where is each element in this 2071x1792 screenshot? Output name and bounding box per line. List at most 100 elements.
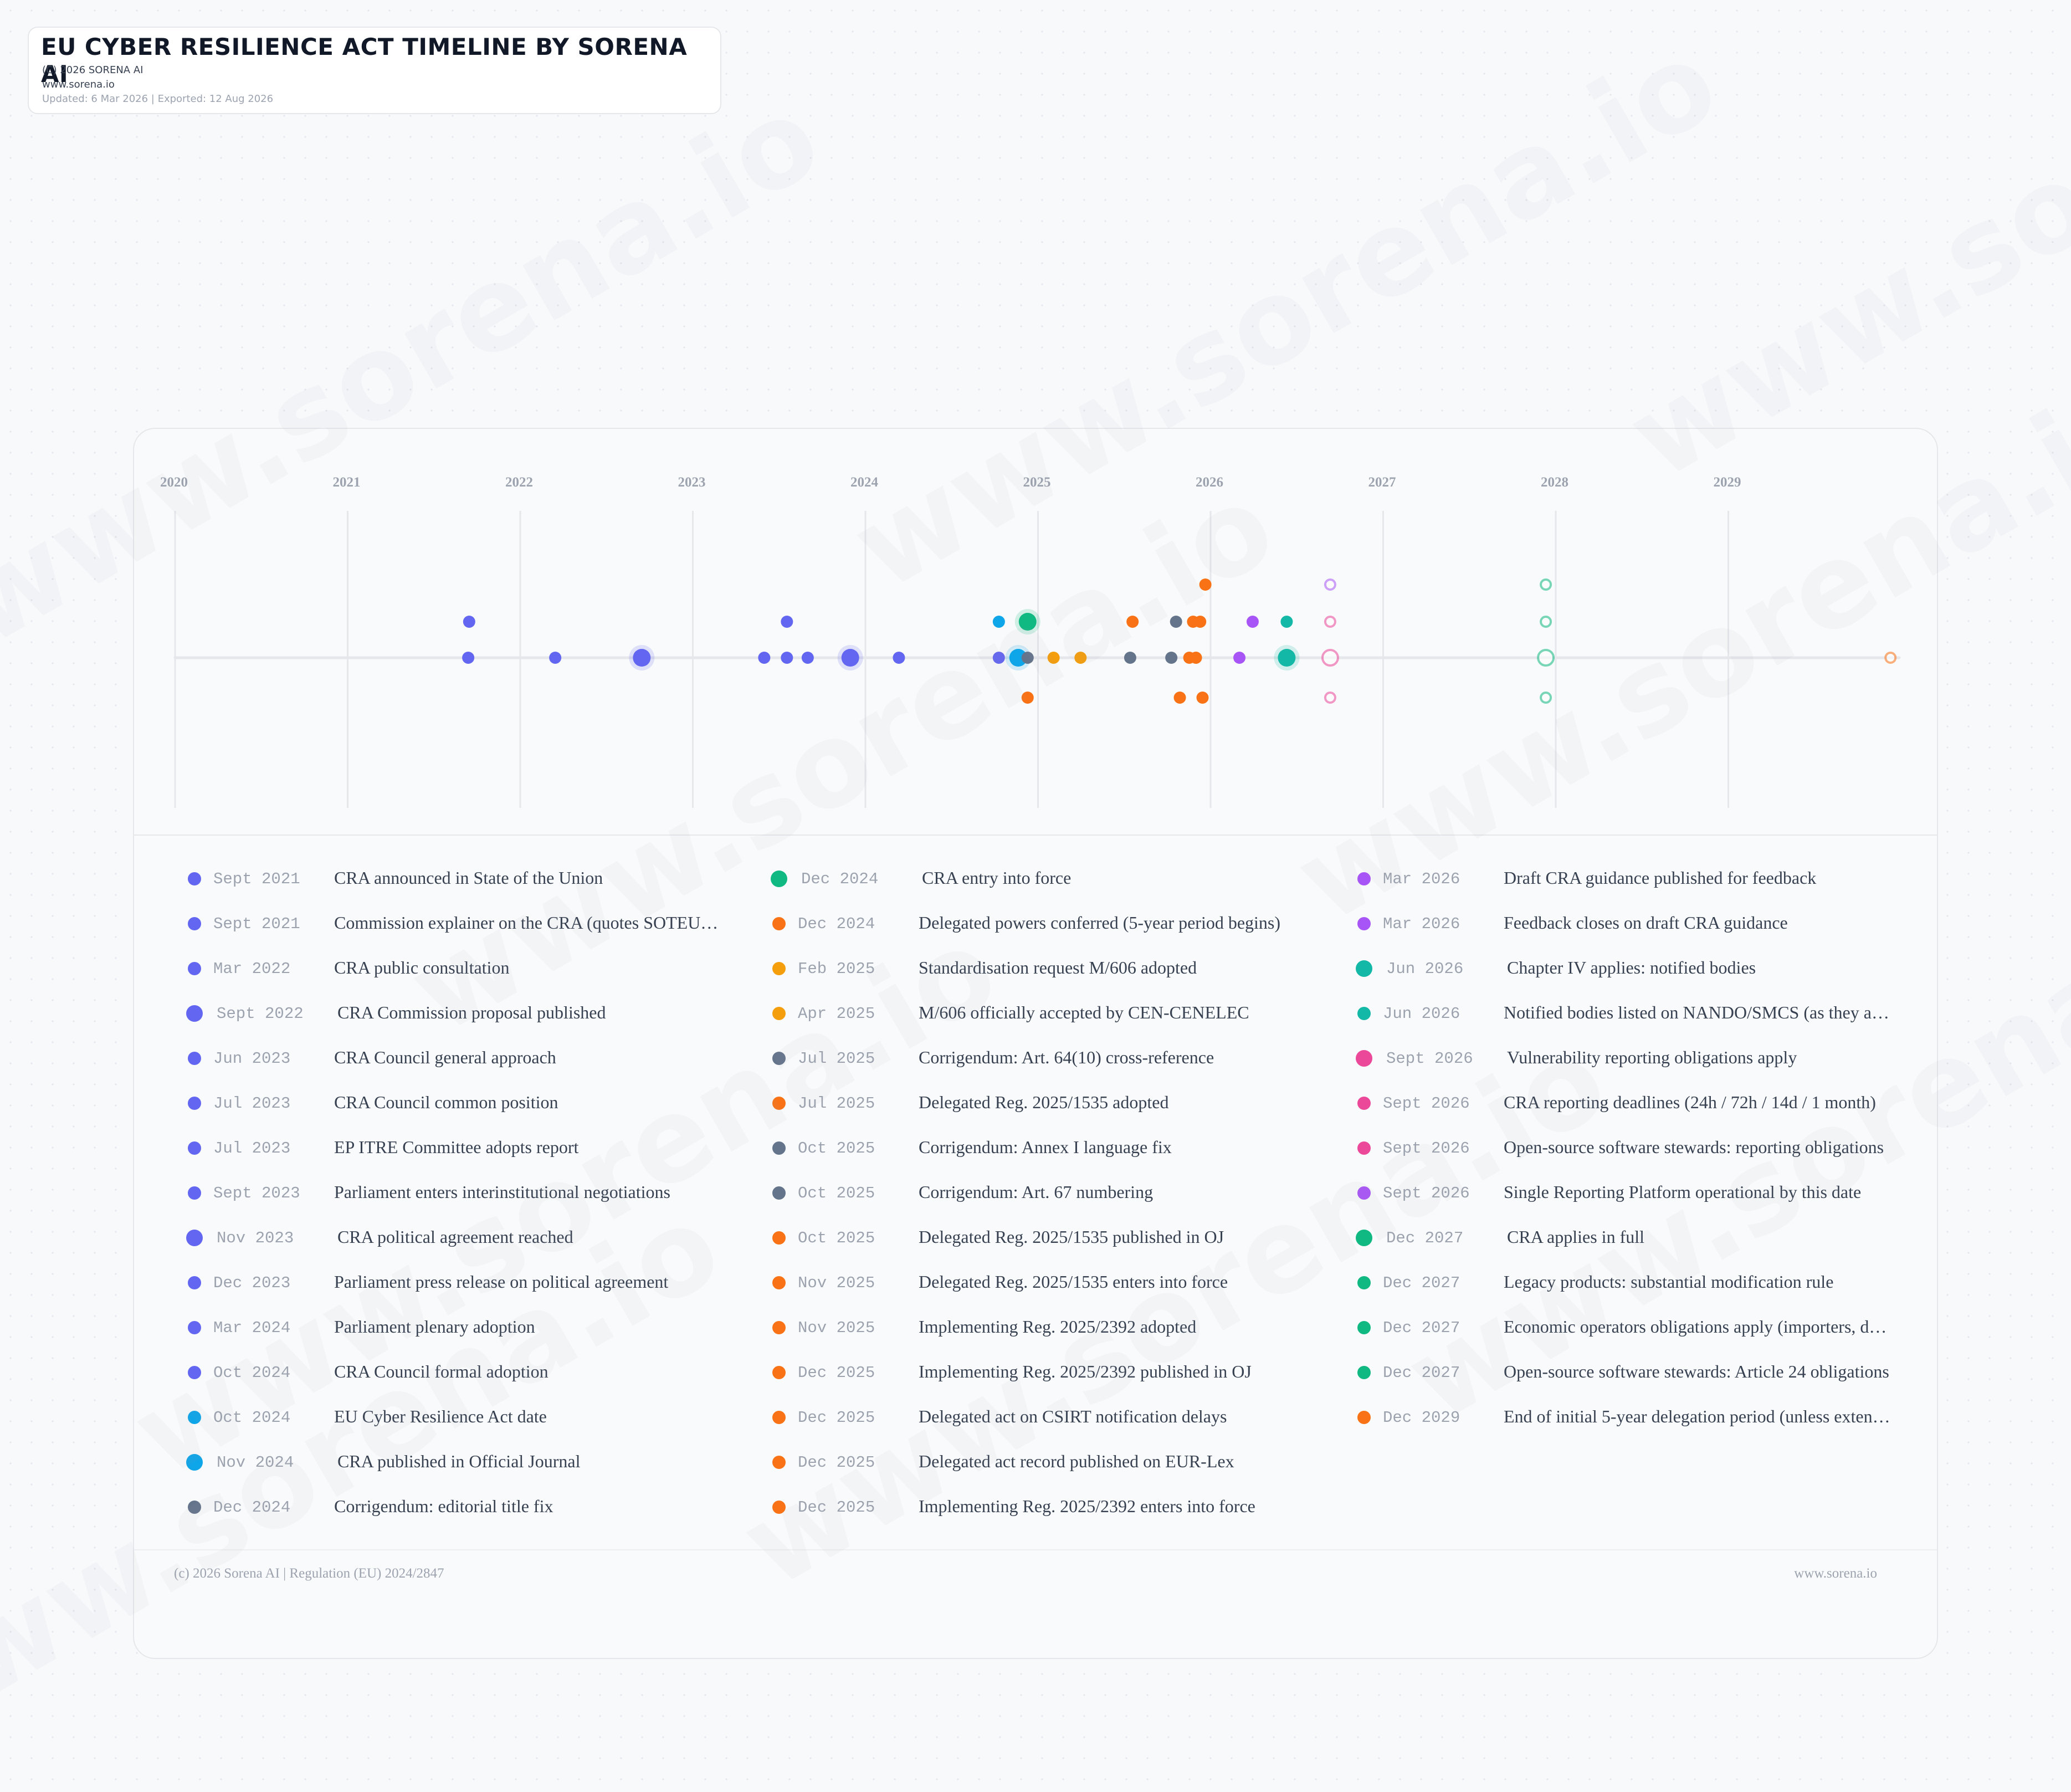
event-marker bbox=[1021, 652, 1034, 664]
event-label: Commission explainer on the CRA (quotes … bbox=[334, 913, 722, 933]
event-color-dot bbox=[188, 1186, 201, 1200]
event-label: CRA Council formal adoption bbox=[334, 1361, 548, 1381]
year-tick-label: 2021 bbox=[333, 475, 361, 490]
event-label: Delegated act on CSIRT notification dela… bbox=[919, 1406, 1227, 1426]
event-date: Dec 2027 bbox=[1383, 1319, 1460, 1337]
timeline-card bbox=[133, 428, 1938, 1659]
event-label: Notified bodies listed on NANDO/SMCS (as… bbox=[1504, 1002, 1891, 1022]
event-label: Parliament plenary adoption bbox=[334, 1317, 535, 1337]
event-label: Economic operators obligations apply (im… bbox=[1504, 1317, 1891, 1337]
event-date: Jul 2023 bbox=[213, 1139, 291, 1158]
event-color-dot bbox=[1357, 872, 1371, 885]
event-color-dot bbox=[1357, 1186, 1371, 1200]
event-label: End of initial 5-year delegation period … bbox=[1504, 1406, 1891, 1426]
event-marker bbox=[1233, 652, 1246, 664]
event-label: M/606 officially accepted by CEN-CENELEC bbox=[919, 1002, 1249, 1022]
event-color-dot bbox=[1357, 1007, 1371, 1020]
timeline-chart: 2020 2021 2022 2023 2024 2025 2026 2027 2028 2029 bbox=[160, 475, 1901, 808]
event-color-dot bbox=[186, 1005, 203, 1022]
event-marker bbox=[1321, 649, 1339, 667]
event-label: CRA political agreement reached bbox=[337, 1227, 573, 1247]
event-label: Draft CRA guidance published for feedbac… bbox=[1504, 868, 1817, 888]
event-label: CRA announced in State of the Union bbox=[334, 868, 603, 888]
event-date: Sept 2026 bbox=[1383, 1094, 1470, 1113]
event-date: Nov 2024 bbox=[217, 1453, 294, 1472]
event-label: Corrigendum: Annex I language fix bbox=[919, 1137, 1172, 1157]
event-color-dot bbox=[772, 1052, 786, 1065]
event-marker bbox=[463, 616, 475, 628]
event-marker bbox=[1537, 649, 1555, 667]
event-marker bbox=[1124, 652, 1136, 664]
event-date: Oct 2024 bbox=[213, 1364, 291, 1382]
event-marker bbox=[1047, 652, 1060, 664]
event-color-dot bbox=[188, 917, 201, 930]
event-label: Delegated Reg. 2025/1535 enters into for… bbox=[919, 1272, 1228, 1292]
event-marker bbox=[844, 652, 857, 664]
event-label: CRA Commission proposal published bbox=[337, 1002, 606, 1022]
event-color-dot bbox=[772, 962, 786, 975]
event-date: Nov 2025 bbox=[798, 1274, 875, 1292]
event-color-dot bbox=[1357, 1141, 1371, 1155]
event-date: Apr 2025 bbox=[798, 1005, 875, 1023]
event-marker bbox=[1324, 616, 1336, 628]
event-marker bbox=[1021, 692, 1034, 704]
event-color-dot bbox=[772, 1321, 786, 1334]
event-color-dot bbox=[188, 1276, 201, 1289]
event-color-dot bbox=[772, 1186, 786, 1200]
event-label: Delegated act record published on EUR-Le… bbox=[919, 1451, 1234, 1471]
event-date: Dec 2027 bbox=[1386, 1229, 1464, 1247]
event-marker bbox=[992, 616, 1005, 628]
event-label: CRA public consultation bbox=[334, 958, 510, 977]
event-color-dot bbox=[188, 962, 201, 975]
event-marker bbox=[1018, 613, 1037, 631]
website-text: www.sorena.io bbox=[42, 79, 115, 90]
event-color-dot bbox=[188, 1052, 201, 1065]
event-date: Sept 2026 bbox=[1386, 1049, 1473, 1068]
event-label: EP ITRE Committee adopts report bbox=[334, 1137, 579, 1157]
event-label: Implementing Reg. 2025/2392 enters into … bbox=[919, 1496, 1255, 1516]
event-marker bbox=[758, 652, 771, 664]
event-date: Mar 2024 bbox=[213, 1319, 291, 1337]
event-label: Parliament enters interinstitutional neg… bbox=[334, 1182, 670, 1202]
year-tick-label: 2029 bbox=[1714, 475, 1741, 490]
event-marker bbox=[1196, 692, 1209, 704]
event-date: Jun 2026 bbox=[1383, 1005, 1460, 1023]
event-marker bbox=[893, 652, 905, 664]
year-tick-label: 2025 bbox=[1023, 475, 1051, 490]
event-label: CRA Council common position bbox=[334, 1092, 558, 1112]
event-color-dot bbox=[188, 1366, 201, 1379]
divider bbox=[134, 1549, 1937, 1550]
event-date: Dec 2025 bbox=[798, 1453, 875, 1472]
event-marker bbox=[1165, 652, 1178, 664]
event-label: CRA published in Official Journal bbox=[337, 1451, 581, 1471]
year-tick-label: 2027 bbox=[1368, 475, 1396, 490]
event-label: Open-source software stewards: Article 2… bbox=[1504, 1361, 1889, 1381]
event-color-dot bbox=[772, 1456, 786, 1469]
event-date: Nov 2025 bbox=[798, 1319, 875, 1337]
event-label: Corrigendum: editorial title fix bbox=[334, 1496, 553, 1516]
event-marker bbox=[801, 652, 814, 664]
event-marker bbox=[462, 652, 475, 664]
event-date: Oct 2025 bbox=[798, 1139, 875, 1158]
year-tick-label: 2022 bbox=[505, 475, 533, 490]
event-color-dot bbox=[188, 1097, 201, 1110]
footer-website: www.sorena.io bbox=[1794, 1566, 1877, 1581]
event-color-dot bbox=[772, 1366, 786, 1379]
year-tick-label: 2020 bbox=[160, 475, 188, 490]
event-date: Feb 2025 bbox=[798, 960, 875, 978]
divider bbox=[134, 834, 1937, 836]
event-color-dot bbox=[772, 1097, 786, 1110]
event-color-dot bbox=[772, 1411, 786, 1424]
event-color-dot bbox=[188, 872, 201, 885]
event-label: CRA applies in full bbox=[1507, 1227, 1644, 1247]
event-color-dot bbox=[772, 1501, 786, 1514]
event-date: Dec 2025 bbox=[798, 1364, 875, 1382]
footer-copyright: (c) 2026 Sorena AI | Regulation (EU) 202… bbox=[174, 1566, 444, 1581]
event-marker bbox=[1540, 616, 1552, 628]
event-date: Dec 2023 bbox=[213, 1274, 291, 1292]
event-date: Dec 2025 bbox=[798, 1498, 875, 1517]
event-date: Oct 2025 bbox=[798, 1184, 875, 1202]
event-color-dot bbox=[1356, 1230, 1372, 1246]
event-date: Oct 2024 bbox=[213, 1409, 291, 1427]
event-color-dot bbox=[1357, 1321, 1371, 1334]
